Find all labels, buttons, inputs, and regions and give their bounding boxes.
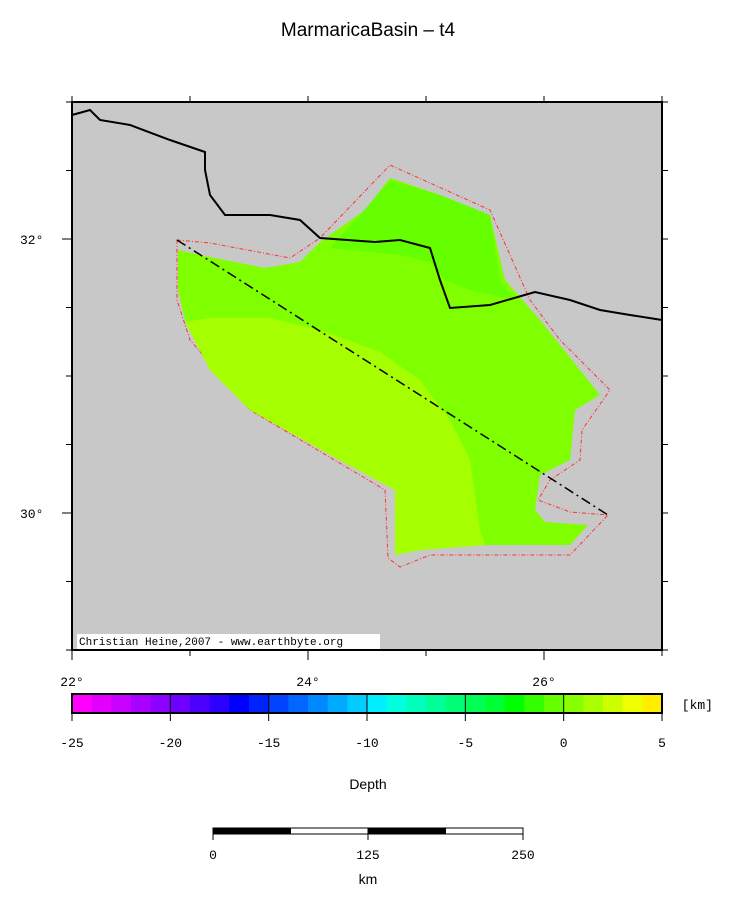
scale-tick-label: 250 — [511, 848, 534, 863]
colorbar-tick-label: 0 — [560, 736, 568, 751]
color-cell — [426, 694, 447, 713]
color-cell — [485, 694, 506, 713]
credit-box — [77, 634, 380, 649]
colorbar-label: Depth — [349, 776, 386, 792]
color-cell — [72, 694, 93, 713]
scale-segment — [445, 827, 524, 835]
color-cell — [583, 694, 604, 713]
color-cell — [268, 694, 289, 713]
color-cell — [131, 694, 152, 713]
colorbar-tick-label: -10 — [355, 736, 378, 751]
credit: Christian Heine,2007 - www.earthbyte.org — [79, 637, 343, 649]
color-cell — [544, 694, 565, 713]
color-cell — [622, 694, 643, 713]
lon-tick-label: 22° — [60, 675, 83, 690]
colorbar-unit: [km] — [682, 698, 713, 713]
color-cell — [170, 694, 191, 713]
title: MarmaricaBasin – t4 — [281, 20, 456, 41]
lon-tick-label: 24° — [296, 675, 319, 690]
colorbar-tick-label: -15 — [257, 736, 280, 751]
color-cell — [308, 694, 329, 713]
color-cell — [288, 694, 309, 713]
lat-tick-label: 32° — [20, 233, 43, 248]
color-cell — [603, 694, 624, 713]
depth-zone — [185, 318, 485, 555]
depth-zone — [330, 180, 515, 300]
lat-tick-label: 30° — [20, 507, 43, 522]
color-cell — [465, 694, 486, 713]
color-cell — [347, 694, 368, 713]
scale-segment — [212, 827, 291, 835]
colorbar-tick-label: -5 — [458, 736, 474, 751]
color-cell — [111, 694, 132, 713]
section-line — [176, 239, 609, 516]
colorbar-tick-label: -25 — [60, 736, 83, 751]
colorbar-tick-label: 5 — [658, 736, 666, 751]
lon-tick-label: 26° — [532, 675, 555, 690]
color-cell — [406, 694, 427, 713]
color-cell — [91, 694, 112, 713]
color-cell — [229, 694, 250, 713]
color-cell — [504, 694, 525, 713]
color-cell — [190, 694, 211, 713]
color-cell — [367, 694, 388, 713]
scale-tick-label: 0 — [209, 848, 217, 863]
scale-unit: km — [359, 871, 378, 887]
color-cell — [209, 694, 230, 713]
color-cell — [386, 694, 407, 713]
color-cell — [249, 694, 270, 713]
scale-segment — [290, 827, 369, 835]
color-cell — [327, 694, 348, 713]
scale-tick-label: 125 — [356, 848, 379, 863]
colorbar-tick-label: -20 — [159, 736, 182, 751]
scale-segment — [367, 827, 446, 835]
color-cell — [150, 694, 171, 713]
color-cell — [563, 694, 584, 713]
color-cell — [445, 694, 466, 713]
color-cell — [524, 694, 545, 713]
coastline — [71, 108, 663, 321]
color-cell — [642, 694, 663, 713]
